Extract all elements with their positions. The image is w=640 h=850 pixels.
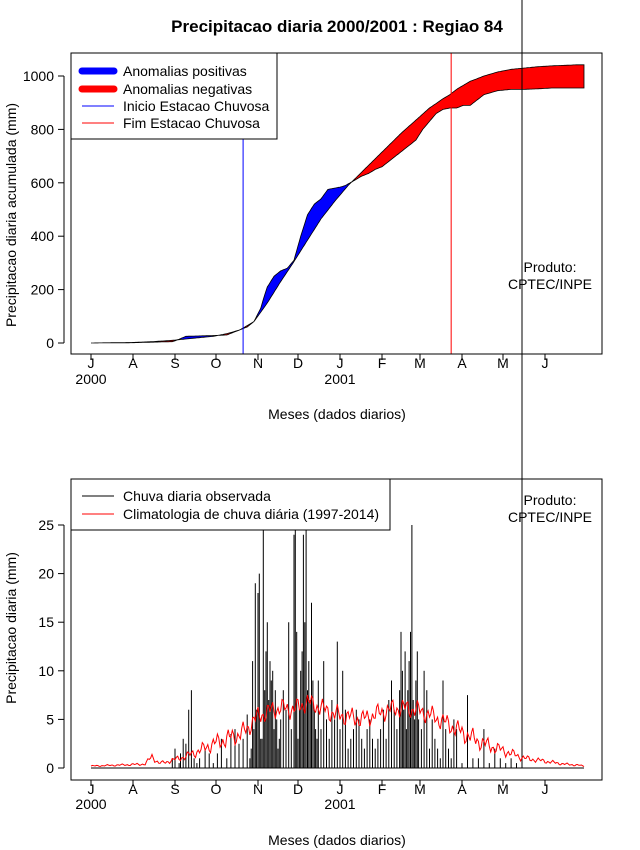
- legend: Anomalias positivas Anomalias negativas …: [70, 52, 278, 140]
- x-tick-label: O: [211, 781, 222, 797]
- x-tick-label: J: [88, 781, 95, 797]
- product-label-line2: CPTEC/INPE: [508, 276, 592, 292]
- x-axis-label: Meses (dados diarios): [268, 406, 406, 422]
- x-tick-label: S: [170, 781, 179, 797]
- y-tick-label: 200: [31, 282, 55, 298]
- year-label: 2000: [75, 796, 106, 812]
- x-tick-label: J: [88, 355, 95, 371]
- x-tick-label: A: [128, 781, 138, 797]
- legend-box: [70, 52, 278, 140]
- legend-label-climatology: Climatologia de chuva diária (1997-2014): [123, 506, 379, 522]
- negative-anomaly-band: [241, 321, 255, 330]
- x-tick-label: D: [293, 781, 303, 797]
- chart-title: Precipitacao diaria 2000/2001 : Regiao 8…: [171, 17, 503, 36]
- x-tick-label: J: [337, 781, 344, 797]
- x-tick-label: M: [497, 355, 509, 371]
- y-tick-label: 800: [31, 121, 55, 137]
- product-label-line2: CPTEC/INPE: [508, 509, 592, 525]
- x-tick-label: J: [337, 355, 344, 371]
- y-axis: 0 5 10 15 20 25: [38, 517, 65, 776]
- anomaly-bands: [91, 64, 585, 344]
- x-tick-label: A: [457, 781, 467, 797]
- x-tick-label: J: [542, 355, 549, 371]
- y-tick-label: 10: [38, 663, 54, 679]
- year-label: 2000: [75, 371, 106, 387]
- year-label: 2001: [324, 371, 355, 387]
- x-tick-label: F: [378, 355, 387, 371]
- legend-label-end: Fim Estacao Chuvosa: [123, 115, 260, 131]
- x-tick-label: M: [497, 781, 509, 797]
- y-tick-label: 1000: [23, 68, 54, 84]
- y-tick-label: 5: [46, 711, 54, 727]
- y-tick-label: 0: [46, 760, 54, 776]
- x-tick-label: D: [293, 355, 303, 371]
- y-tick-label: 600: [31, 175, 55, 191]
- legend-box: [70, 478, 391, 531]
- x-tick-label: O: [211, 355, 222, 371]
- x-tick-label: M: [414, 355, 426, 371]
- x-tick-label: J: [542, 781, 549, 797]
- x-tick-label: S: [170, 355, 179, 371]
- x-tick-label: A: [128, 355, 138, 371]
- y-tick-label: 20: [38, 566, 54, 582]
- y-tick-label: 0: [46, 335, 54, 351]
- positive-anomaly-band: [177, 334, 219, 341]
- y-tick-label: 15: [38, 614, 54, 630]
- legend: Chuva diaria observada Climatologia de c…: [70, 478, 391, 531]
- x-tick-label: N: [253, 355, 263, 371]
- y-axis-label: Precipitacao diaria (mm): [3, 552, 19, 704]
- y-axis: 0 200 400 600 800 1000: [23, 68, 65, 351]
- x-axis-label: Meses (dados diarios): [268, 832, 406, 848]
- x-tick-label: F: [378, 781, 387, 797]
- legend-label-positive: Anomalias positivas: [123, 63, 247, 79]
- y-tick-label: 25: [38, 517, 54, 533]
- legend-label-observed: Chuva diaria observada: [123, 488, 271, 504]
- y-tick-label: 400: [31, 228, 55, 244]
- y-axis-label: Precipitacao diaria acumulada (mm): [3, 103, 19, 327]
- legend-label-negative: Anomalias negativas: [123, 81, 252, 97]
- x-tick-label: M: [414, 781, 426, 797]
- x-tick-label: N: [253, 781, 263, 797]
- x-tick-label: A: [457, 355, 467, 371]
- product-label-line1: Produto:: [524, 492, 577, 508]
- year-label: 2001: [324, 796, 355, 812]
- observed-daily-bars: [91, 0, 584, 769]
- legend-label-start: Inicio Estacao Chuvosa: [123, 98, 270, 114]
- negative-anomaly-band: [351, 64, 585, 183]
- product-label-line1: Produto:: [524, 259, 577, 275]
- climatology-line: [90, 694, 585, 768]
